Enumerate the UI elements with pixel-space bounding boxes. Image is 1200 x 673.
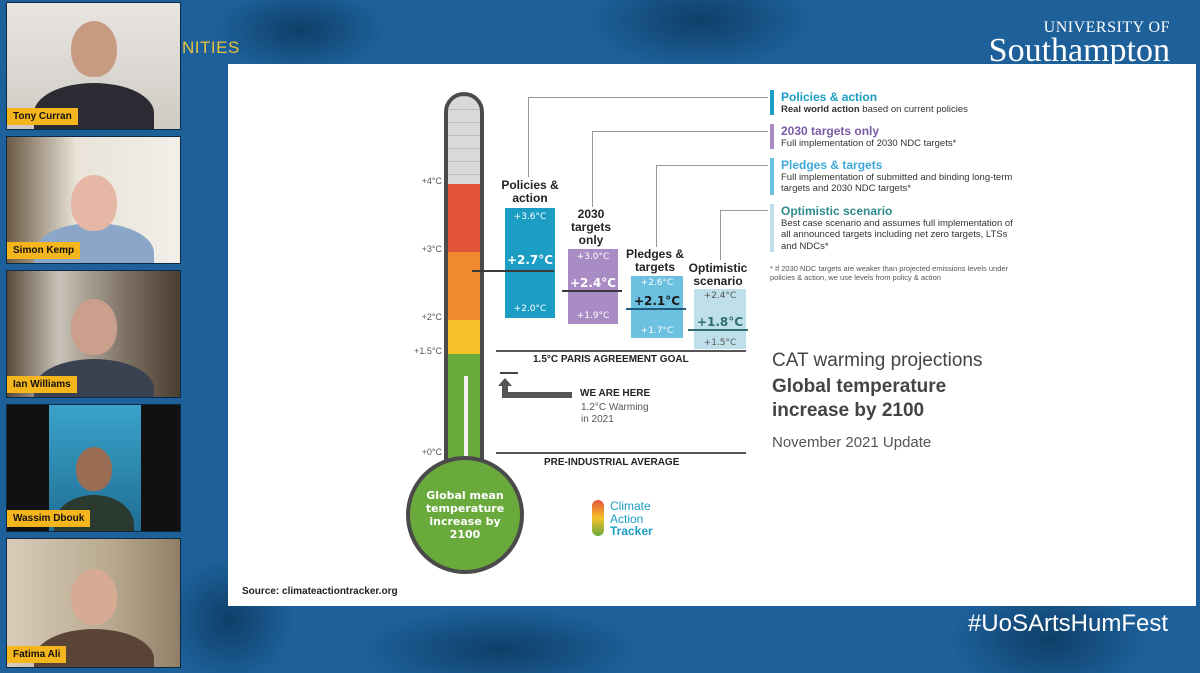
participant-head: [70, 21, 117, 77]
connector-line: [656, 165, 768, 247]
cat-logo-line: Climate: [610, 499, 651, 513]
slide-subtitle: increase by 2100: [772, 400, 925, 421]
participant-name: Wassim Dbouk: [7, 510, 91, 527]
we-are-here-arrowhead: [498, 378, 512, 386]
we-are-here-arrow-stem: [502, 382, 508, 398]
logo-big-text: Southampton: [988, 32, 1170, 69]
scenario-title: Pledges & targets: [625, 247, 685, 275]
participant-tile[interactable]: Wassim Dbouk: [6, 404, 181, 532]
event-brand-text: NITIES: [182, 38, 240, 57]
legend-desc: Real world action based on current polic…: [781, 104, 968, 115]
current-level-marker: [464, 376, 468, 466]
legend-policies: Policies & action Real world action base…: [770, 90, 968, 116]
legend-2030: 2030 targets only Full implementation of…: [770, 124, 957, 150]
scenario-bar-optimistic: +2.4°C +1.8°C +1.5°C: [694, 289, 746, 349]
scenario-title: 2030 targets only: [570, 207, 611, 248]
tick-label: +1.5°C: [414, 346, 442, 356]
thermometer-bulb: Global mean temperature increase by 2100: [406, 456, 524, 574]
cat-logo-text: Climate Action Tracker: [610, 500, 653, 538]
legend-desc-rest: based on current policies: [859, 104, 968, 115]
cat-logo-icon: [592, 500, 604, 536]
source-text: Source: climateactiontracker.org: [242, 586, 398, 597]
legend-title: Pledges & targets: [781, 158, 883, 172]
cat-logo-line: Action: [610, 511, 644, 526]
scenario-bar-2030: +3.0°C +2.4°C +1.9°C: [568, 249, 618, 324]
participant-tile[interactable]: Simon Kemp: [6, 136, 181, 264]
pre-industrial-label: PRE-INDUSTRIAL AVERAGE: [544, 457, 680, 468]
participant-name: Tony Curran: [7, 108, 78, 125]
we-are-here-marker: [500, 372, 518, 374]
event-hashtag: #UoSArtsHumFest: [967, 610, 1168, 637]
2030-mid-line: [562, 290, 622, 292]
legend-title: 2030 targets only: [781, 124, 880, 138]
tick-label: +0°C: [421, 447, 442, 457]
band-orange: [448, 252, 480, 320]
participant-head: [70, 299, 117, 355]
scenario-bar-pledges: +2.6°C +2.1°C +1.7°C: [631, 276, 683, 338]
connector-line: [592, 131, 768, 207]
scenario-title: Optimistic scenario: [688, 261, 748, 289]
participant-tile[interactable]: Tony Curran: [6, 2, 181, 130]
we-are-here-sub: in 2021: [581, 414, 614, 425]
paris-goal-line: [496, 350, 746, 352]
participant-name: Fatima Ali: [7, 646, 67, 663]
slide-title: CAT warming projections: [772, 350, 983, 371]
university-logo: UNIVERSITY OF Southampton: [989, 20, 1170, 68]
logo-small-text: UNIVERSITY OF: [1043, 19, 1170, 36]
participant-head: [75, 447, 112, 491]
bar-low: +1.5°C: [703, 338, 737, 348]
policies-mid-line: [472, 270, 554, 272]
connector-line: [528, 97, 768, 177]
bar-high: +3.0°C: [576, 252, 610, 262]
tick-label: +2°C: [421, 312, 442, 322]
slide-subtitle: Global temperature: [772, 376, 947, 397]
band-grey: [448, 96, 480, 184]
scenario-title: Policies & action: [501, 178, 559, 206]
bar-mid: +2.1°C: [633, 294, 681, 308]
bar-low: +2.0°C: [513, 304, 547, 314]
bar-mid: +2.4°C: [569, 276, 617, 290]
bar-high: +2.4°C: [703, 291, 737, 301]
bar-mid: +1.8°C: [696, 315, 744, 329]
participant-name: Ian Williams: [7, 376, 77, 393]
bar-low: +1.7°C: [640, 326, 674, 336]
participant-head: [70, 569, 117, 625]
optimistic-mid-line: [688, 329, 748, 331]
bar-low: +1.9°C: [576, 311, 610, 321]
bar-mid: +2.7°C: [506, 253, 554, 267]
paris-goal-label: 1.5°C PARIS AGREEMENT GOAL: [533, 354, 689, 365]
band-red: [448, 184, 480, 252]
thermometer-tube: [444, 92, 484, 492]
tick-label: +3°C: [421, 244, 442, 254]
we-are-here-sub: 1.2°C Warming: [581, 402, 649, 413]
legend-title: Policies & action: [781, 90, 878, 104]
pledges-mid-line: [626, 308, 686, 310]
presentation-slide: +4°C +3°C +2°C +1.5°C +0°C Global mean t…: [228, 64, 1196, 606]
band-yellow: [448, 320, 480, 354]
footnote: * If 2030 NDC targets are weaker than pr…: [770, 264, 1009, 283]
participant-tile[interactable]: Fatima Ali: [6, 538, 181, 668]
tick-label: +4°C: [421, 176, 442, 186]
participant-tile[interactable]: Ian Williams: [6, 270, 181, 398]
legend-desc: Full implementation of submitted and bin…: [781, 172, 1013, 195]
update-date: November 2021 Update: [772, 434, 932, 451]
connector-line: [720, 210, 768, 260]
bulb-text: Global mean temperature increase by 2100: [425, 488, 505, 542]
bar-high: +2.6°C: [640, 278, 674, 288]
scenario-bar-policies: +3.6°C +2.7°C +2.0°C: [505, 208, 555, 318]
we-are-here-label: WE ARE HERE: [580, 388, 651, 399]
pre-industrial-line: [496, 452, 746, 454]
legend-desc: Best case scenario and assumes full impl…: [781, 218, 1013, 252]
legend-desc: Full implementation of 2030 NDC targets*: [781, 138, 957, 149]
we-are-here-arrow-shaft: [502, 392, 572, 398]
cat-logo-line: Tracker: [610, 524, 653, 539]
bar-high: +3.6°C: [513, 212, 547, 222]
legend-pledges: Pledges & targets Full implementation of…: [770, 158, 1020, 195]
legend-desc-bold: Real world action: [781, 104, 860, 115]
participant-head: [70, 175, 117, 231]
legend-title: Optimistic scenario: [781, 204, 893, 218]
participant-name: Simon Kemp: [7, 242, 81, 259]
legend-optimistic: Optimistic scenario Best case scenario a…: [770, 204, 1020, 253]
